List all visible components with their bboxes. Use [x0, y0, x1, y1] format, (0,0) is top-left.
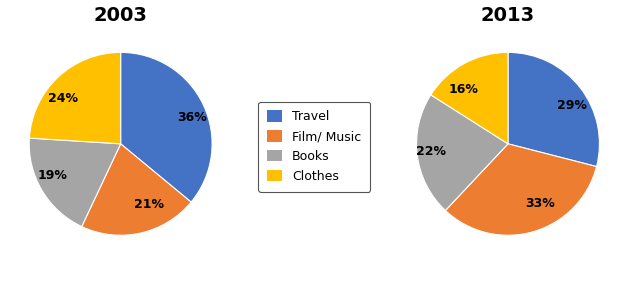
Text: 24%: 24%: [48, 92, 78, 105]
Wedge shape: [29, 52, 121, 144]
Text: 29%: 29%: [557, 99, 587, 112]
Text: 36%: 36%: [177, 111, 206, 124]
Text: 19%: 19%: [37, 169, 67, 182]
Title: 2013: 2013: [481, 6, 535, 25]
Wedge shape: [417, 95, 508, 210]
Wedge shape: [29, 138, 121, 226]
Wedge shape: [445, 144, 596, 235]
Text: 21%: 21%: [134, 198, 164, 211]
Wedge shape: [431, 52, 508, 144]
Wedge shape: [82, 144, 191, 235]
Wedge shape: [121, 52, 212, 202]
Text: 22%: 22%: [417, 145, 446, 158]
Wedge shape: [508, 52, 599, 167]
Text: 16%: 16%: [448, 83, 478, 96]
Title: 2003: 2003: [94, 6, 147, 25]
Legend: Travel, Film/ Music, Books, Clothes: Travel, Film/ Music, Books, Clothes: [258, 102, 370, 192]
Text: 33%: 33%: [525, 197, 555, 210]
